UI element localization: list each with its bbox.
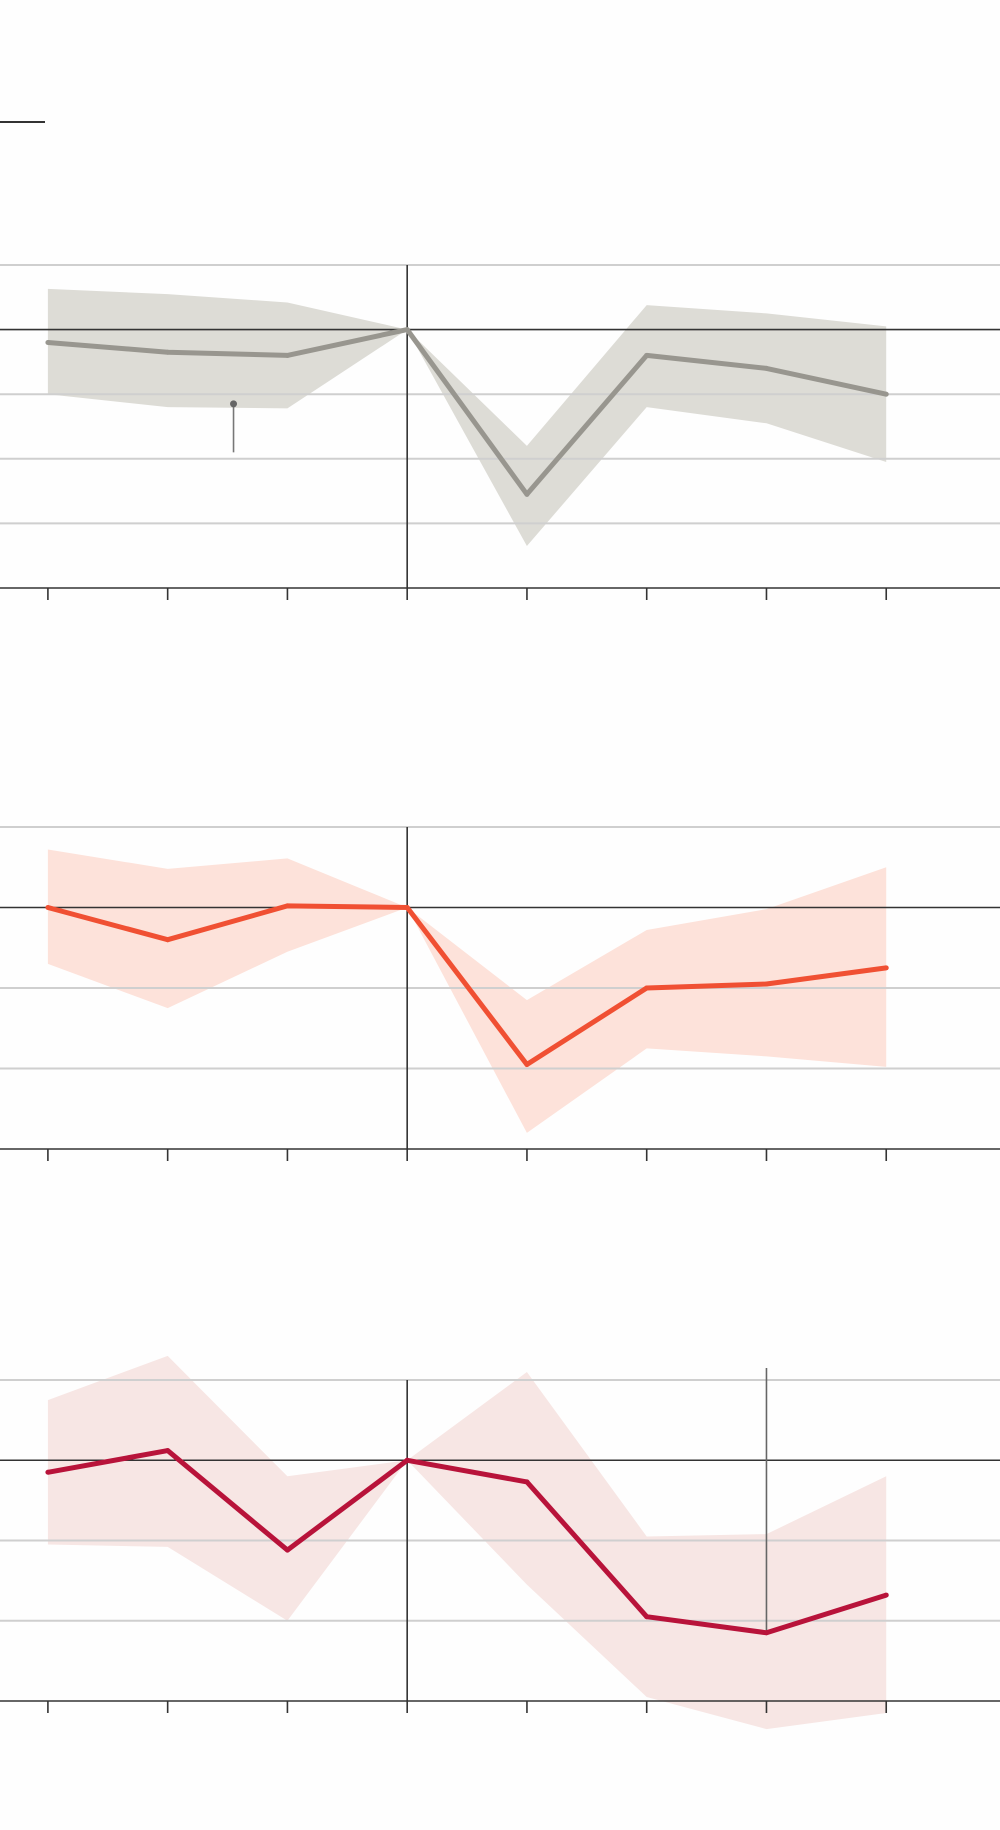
data-point bbox=[524, 1479, 530, 1485]
data-point bbox=[763, 981, 769, 987]
data-point bbox=[644, 1614, 650, 1620]
data-point bbox=[883, 1592, 889, 1598]
data-point bbox=[45, 1469, 51, 1475]
panel-2 bbox=[0, 826, 1000, 1161]
data-point bbox=[165, 1448, 171, 1454]
data-point bbox=[45, 905, 51, 910]
estimate-line bbox=[47, 327, 887, 497]
data-point bbox=[284, 352, 290, 358]
data-point bbox=[524, 491, 530, 497]
data-point bbox=[763, 365, 769, 371]
estimate-line bbox=[47, 1448, 887, 1636]
data-point bbox=[763, 1630, 769, 1636]
data-point bbox=[165, 349, 171, 355]
data-point bbox=[284, 1547, 290, 1553]
data-point bbox=[883, 391, 889, 397]
data-point bbox=[644, 352, 650, 358]
panel-3 bbox=[0, 1355, 1000, 1730]
confidence-band bbox=[47, 288, 887, 546]
data-point bbox=[165, 937, 171, 943]
data-point bbox=[404, 905, 410, 910]
panel-1 bbox=[0, 264, 1000, 600]
data-point bbox=[644, 985, 650, 991]
estimate-line bbox=[47, 903, 887, 1067]
confidence-band bbox=[47, 849, 887, 1133]
data-point bbox=[45, 340, 51, 346]
data-point bbox=[883, 965, 889, 971]
data-point bbox=[404, 1457, 410, 1463]
data-point bbox=[284, 903, 290, 909]
data-point bbox=[524, 1061, 530, 1067]
data-point bbox=[404, 327, 410, 333]
annotation-dot bbox=[230, 400, 238, 408]
confidence-band bbox=[47, 1355, 887, 1730]
